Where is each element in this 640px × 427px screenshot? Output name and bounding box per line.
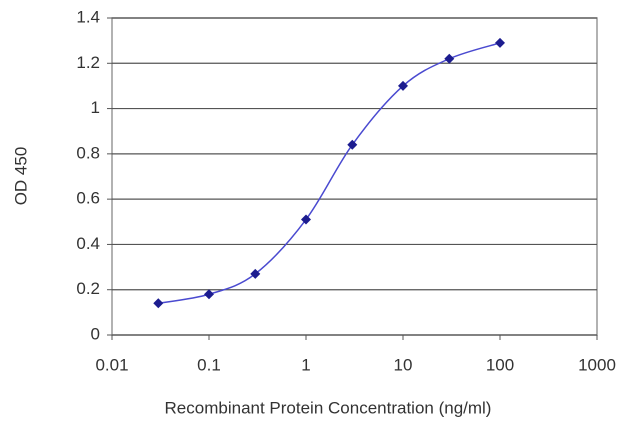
y-tick-label: 0.4 — [76, 234, 100, 253]
x-tick-label: 1000 — [578, 355, 616, 374]
data-point — [444, 53, 455, 64]
y-tick-label: 0.8 — [76, 143, 100, 162]
data-point — [301, 214, 311, 225]
data-point — [153, 298, 164, 309]
y-tick-label: 0.2 — [76, 279, 100, 298]
data-point — [495, 37, 505, 48]
x-tick-label: 0.1 — [197, 355, 221, 374]
data-point — [398, 80, 408, 91]
data-point — [347, 139, 358, 150]
x-tick-label: 0.01 — [95, 355, 128, 374]
x-tick-label: 100 — [486, 355, 514, 374]
data-line — [158, 42, 501, 305]
y-tick-label: 1 — [91, 98, 100, 117]
x-tick-label: 10 — [394, 355, 413, 374]
y-axis-label: OD 450 — [11, 147, 30, 206]
y-tick-label: 1.2 — [76, 53, 100, 72]
y-tick-label: 0 — [91, 324, 100, 343]
x-axis-label: Recombinant Protein Concentration (ng/ml… — [165, 398, 492, 417]
plot-area — [111, 17, 598, 336]
y-tick-label: 0.6 — [76, 189, 100, 208]
data-point — [250, 268, 261, 279]
x-tick-label: 1 — [301, 355, 310, 374]
y-tick-label: 1.4 — [76, 7, 100, 26]
data-point — [204, 289, 214, 300]
